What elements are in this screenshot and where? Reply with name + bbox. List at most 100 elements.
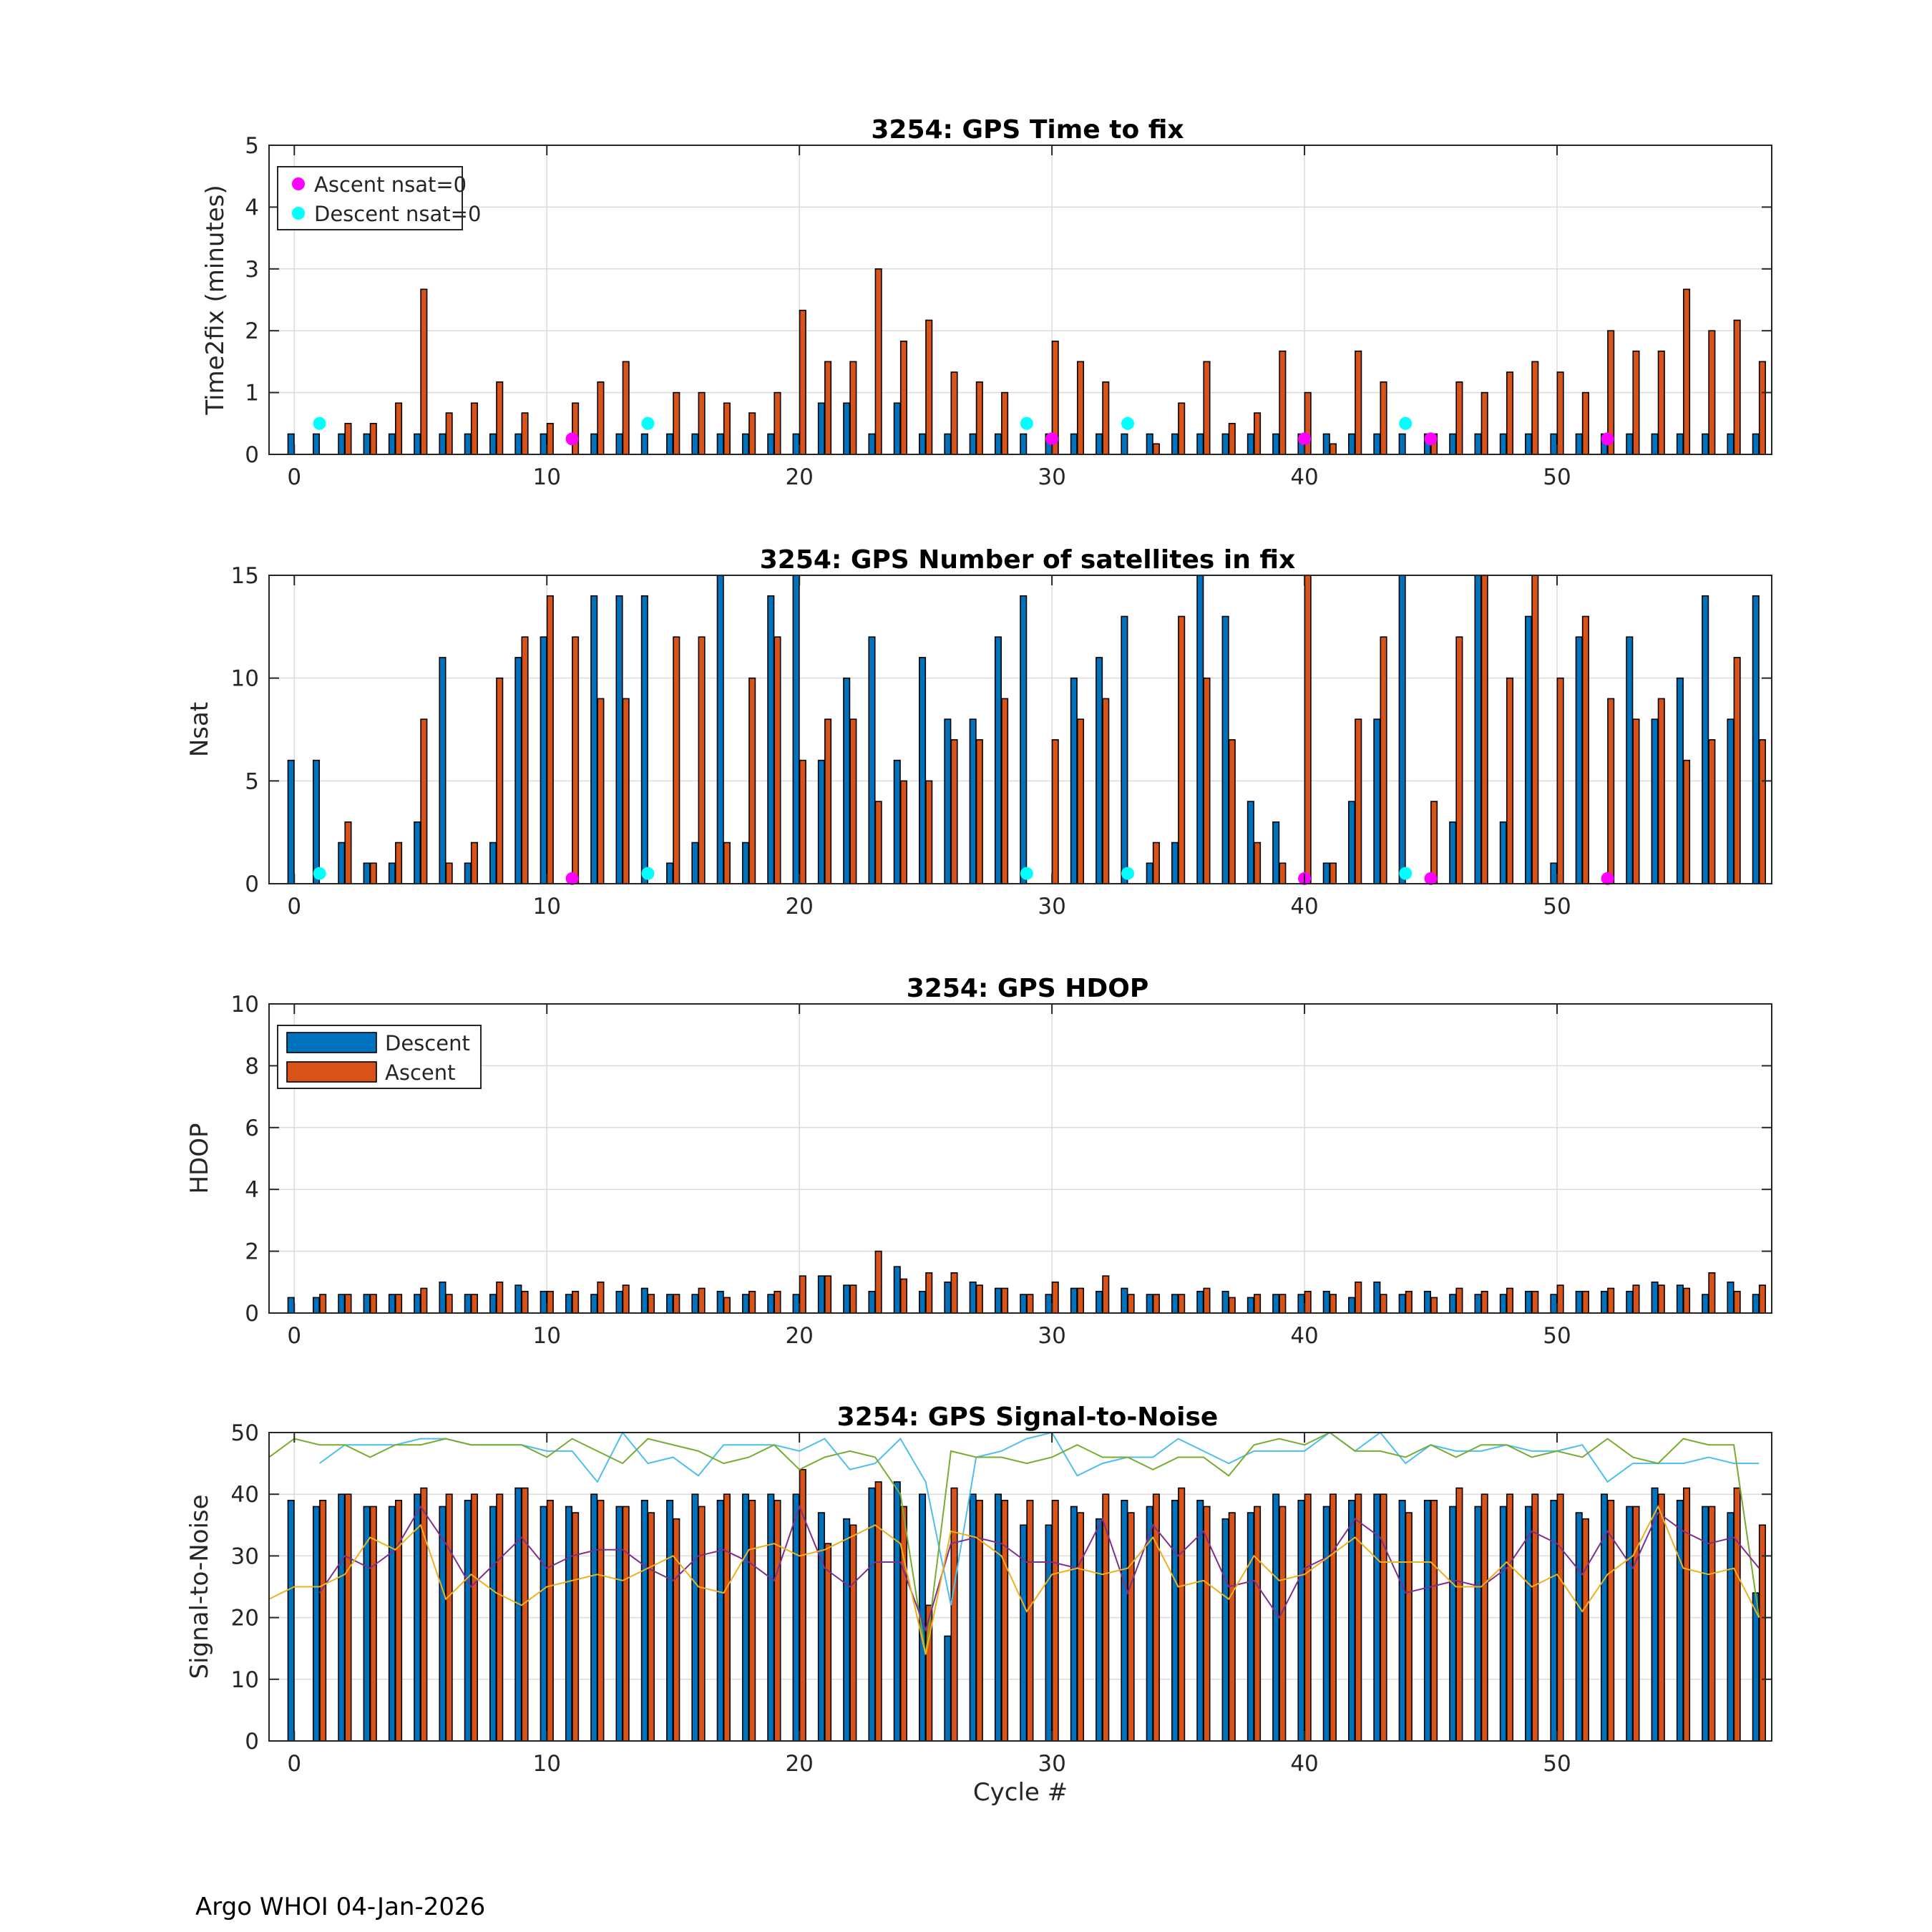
ascent-bar-50 [1556,371,1564,455]
ascent-bar-7 [470,1294,478,1314]
descent-bar-40 [1297,1500,1305,1742]
ascent-bar-19 [774,1500,781,1742]
descent-bar-23 [868,636,876,884]
snr-series-line-d [268,1505,1760,1655]
ascent-bar-20 [799,309,806,455]
ascent-bar-44 [1405,1512,1413,1742]
ascent-bar-4 [395,1294,403,1314]
ascent-bar-32 [1102,1275,1110,1314]
ascent-bar-4 [395,841,403,884]
descent-bar-31 [1070,1287,1078,1314]
descent-bar-14 [640,595,648,884]
ascent-bar-1 [319,1500,327,1742]
descent-bar-6 [439,657,447,884]
descent-nsat0-marker-33 [1121,416,1134,430]
descent-bar-49 [1525,615,1533,884]
descent-bar-57 [1727,1512,1735,1742]
legend: Descent Ascent [277,1025,482,1089]
descent-bar-55 [1676,433,1684,455]
descent-bar-24 [893,759,901,884]
ascent-bar-38 [1254,1294,1262,1314]
descent-bar-52 [1600,1493,1609,1742]
descent-bar-7 [464,862,472,884]
ascent-bar-18 [748,412,756,455]
ascent-bar-21 [824,1543,832,1742]
descent-nsat0-marker-29 [1020,867,1033,880]
ascent-bar-16 [698,1287,706,1314]
descent-bar-4 [388,1294,396,1314]
descent-bar-25 [919,657,927,884]
descent-bar-35 [1171,433,1179,455]
ascent-bar-34 [1152,841,1160,884]
descent-bar-4 [388,1506,396,1742]
legend-descent-swatch [286,1032,377,1053]
descent-bar-6 [439,1282,447,1314]
footer-text: Argo WHOI 04-Jan-2026 [195,1893,486,1921]
ascent-bar-33 [1127,1512,1135,1742]
descent-bar-33 [1121,1500,1128,1742]
ascent-bar-44 [1405,1290,1413,1314]
legend-ascent-label: Ascent [385,1060,455,1085]
descent-bar-50 [1550,1500,1558,1742]
descent-bar-28 [994,1287,1002,1314]
ascent-bar-55 [1683,759,1691,884]
ascent-bar-15 [673,391,680,455]
descent-bar-53 [1626,1290,1634,1314]
y-tick-label: 10 [231,1667,259,1693]
chart-title: 3254: GPS Number of satellites in fix [760,545,1296,575]
ascent-bar-47 [1480,1493,1488,1742]
ascent-bar-50 [1556,1493,1564,1742]
ascent-bar-23 [874,268,882,455]
ascent-bar-32 [1102,1493,1110,1742]
ascent-bar-43 [1380,636,1387,884]
ascent-bar-10 [546,595,554,884]
ascent-bar-20 [799,1275,806,1314]
descent-bar-58 [1752,433,1760,455]
ascent-bar-19 [774,391,781,455]
ascent-bar-17 [723,402,731,455]
chart-panel-1: 0 10 20 30 40 50 0 1 2 3 4 5 3254: GPS Time to fix Ti… [201,115,1772,490]
descent-bar-5 [414,1294,421,1314]
descent-bar-25 [919,433,927,455]
descent-bar-43 [1373,1493,1381,1742]
descent-bar-3 [363,433,371,455]
descent-bar-13 [615,433,623,455]
descent-bar-21 [817,1512,825,1742]
descent-bar-8 [489,1506,497,1742]
y-tick-label: 30 [231,1543,259,1569]
descent-bar-39 [1272,1294,1280,1314]
ascent-bar-12 [597,381,605,455]
chart-title: 3254: GPS HDOP [907,974,1149,1003]
ascent-bar-35 [1178,1487,1186,1742]
descent-bar-20 [792,1493,800,1742]
descent-bar-17 [716,433,724,455]
descent-bar-8 [489,1294,497,1314]
ascent-bar-12 [597,698,605,884]
x-tick-label: 20 [785,1751,813,1777]
ascent-bar-56 [1708,1272,1716,1314]
descent-bar-18 [741,841,750,884]
descent-bar-48 [1499,821,1507,884]
ascent-bar-25 [925,780,933,884]
ascent-bar-21 [824,1275,832,1314]
x-tick-label: 50 [1543,464,1571,490]
descent-bar-14 [640,1500,648,1742]
descent-bar-2 [338,1294,346,1314]
ascent-bar-4 [395,1500,403,1742]
descent-bar-53 [1626,433,1634,455]
descent-bar-46 [1449,433,1457,455]
ascent-bar-43 [1380,381,1387,455]
ascent-nsat0-marker-30 [1045,432,1059,446]
descent-nsat0-marker-29 [1020,416,1033,430]
descent-bar-46 [1449,821,1457,884]
descent-bar-12 [590,595,598,884]
ascent-bar-6 [445,412,453,455]
descent-bar-43 [1373,1282,1381,1314]
descent-bar-32 [1096,657,1103,884]
ascent-bar-31 [1076,1287,1085,1314]
ascent-bar-18 [748,1500,756,1742]
ascent-bar-27 [975,1284,983,1314]
descent-bar-48 [1499,1294,1507,1314]
descent-bar-43 [1373,718,1381,884]
descent-bar-43 [1373,433,1381,455]
